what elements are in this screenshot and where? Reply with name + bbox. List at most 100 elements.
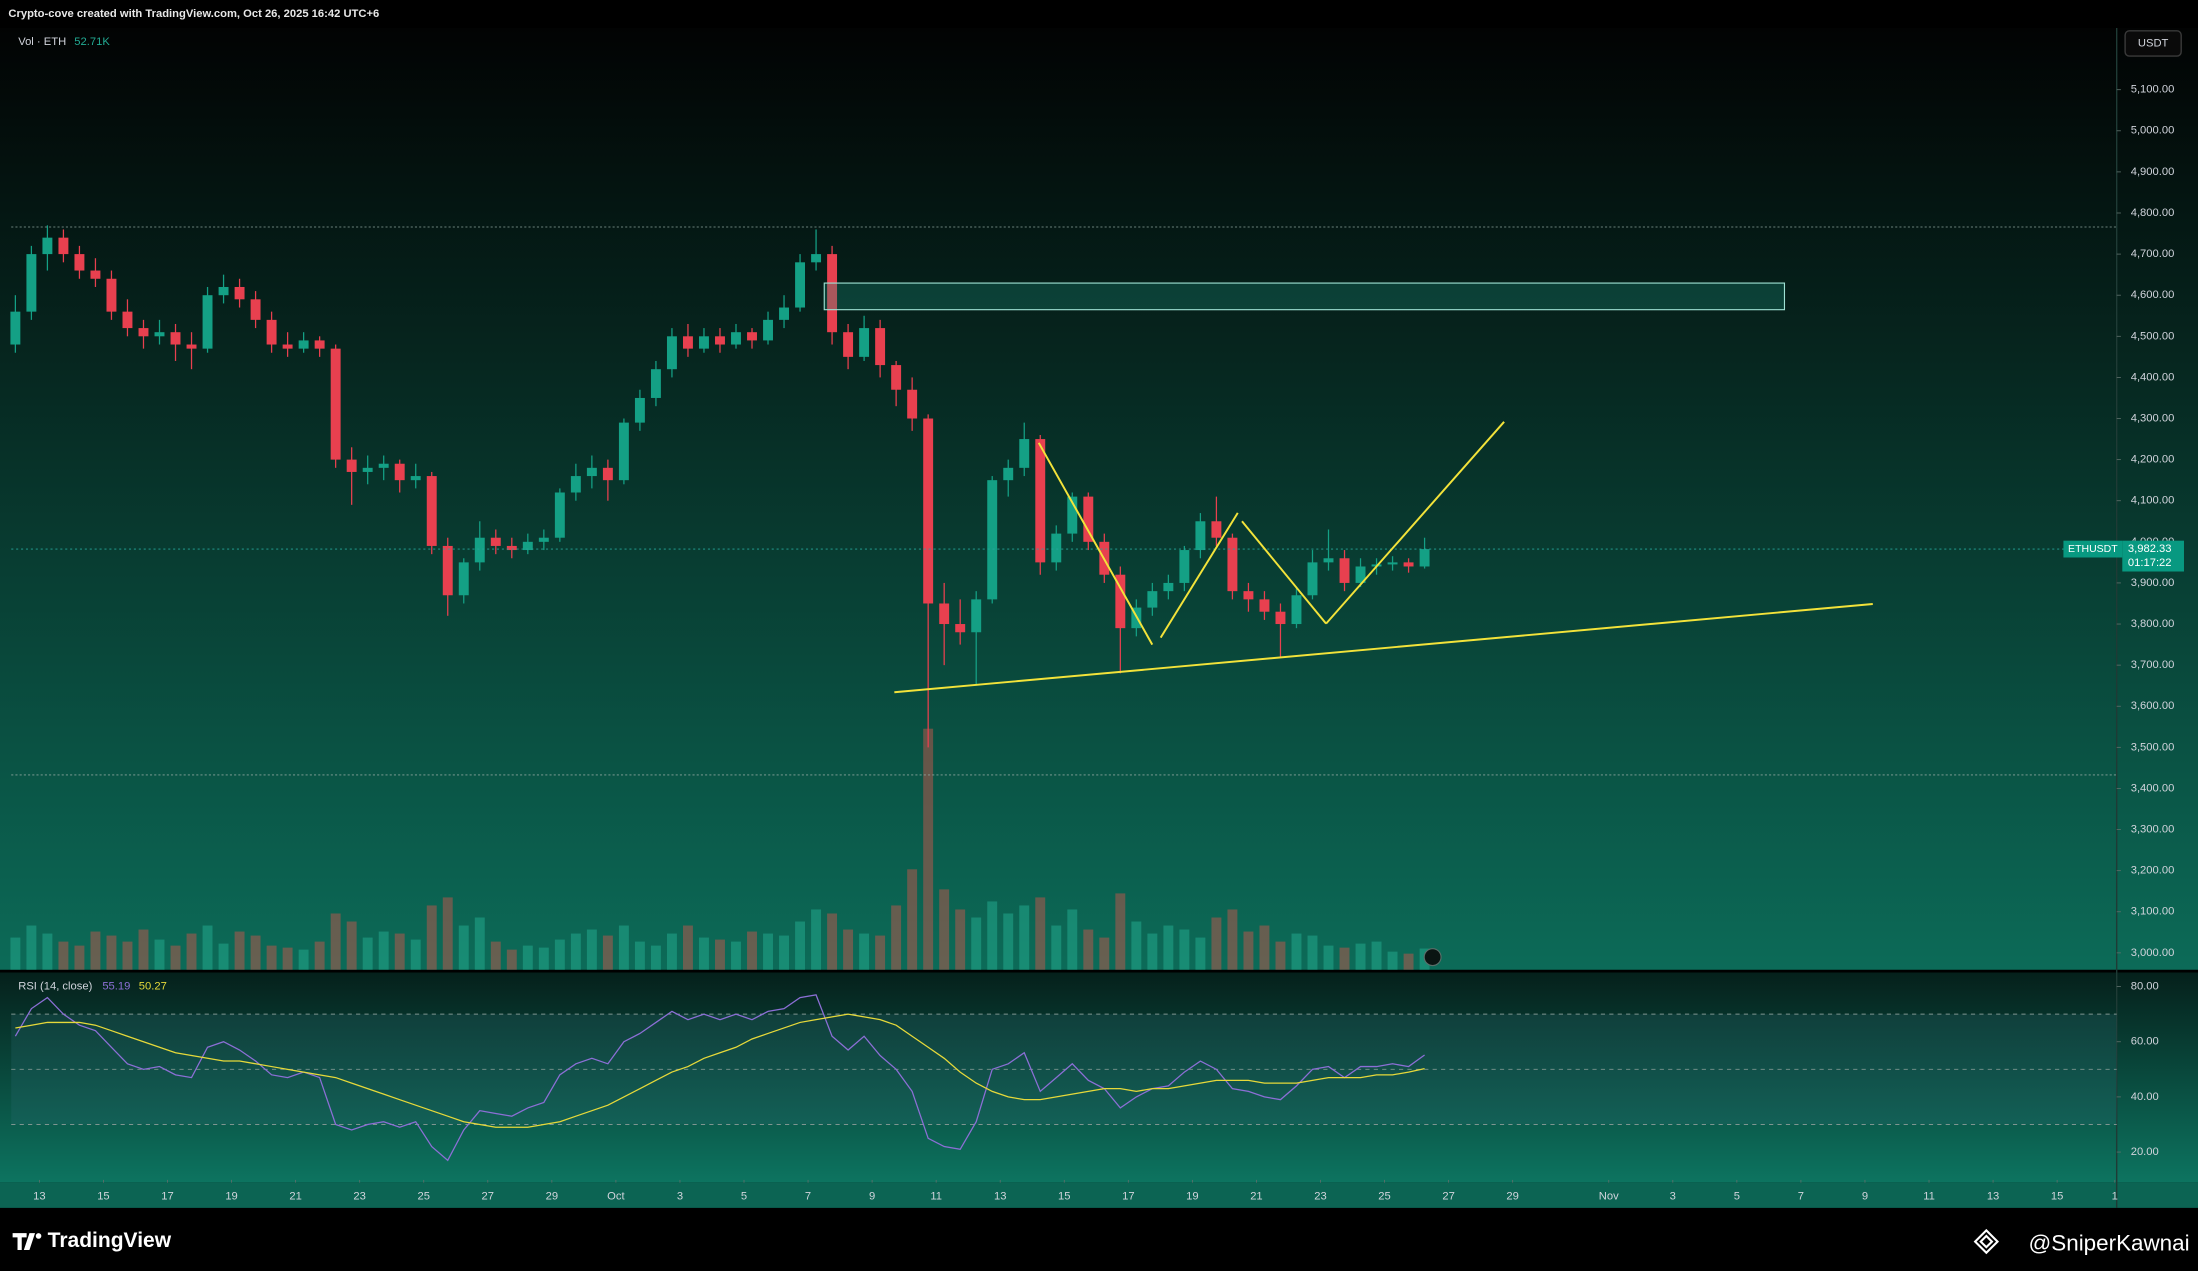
candle-body — [1051, 533, 1062, 563]
header: Crypto-cove created with TradingView.com… — [8, 8, 379, 20]
currency[interactable]: USDT — [2138, 37, 2169, 49]
symbol-tag — [2063, 540, 2123, 558]
trend-line — [894, 602, 1873, 694]
candle-body — [843, 332, 854, 357]
volume-bar — [650, 945, 661, 970]
volume-bar — [474, 917, 485, 970]
candle-body — [586, 467, 597, 477]
volume-bar — [971, 917, 982, 970]
volume-bar — [298, 949, 309, 970]
candle-body — [1019, 439, 1030, 468]
volume-bar — [1275, 941, 1286, 970]
candle-body — [907, 389, 918, 419]
x-tick-label: 13 — [994, 1191, 1006, 1203]
volume-bar — [282, 947, 293, 970]
y-tick-label: 4,400.00 — [2131, 371, 2175, 383]
volume-bar — [1019, 905, 1030, 970]
y-tick-label: 3,000.00 — [2131, 947, 2175, 959]
volume-bar — [763, 933, 773, 970]
candle-body — [282, 344, 293, 349]
candle-body — [138, 328, 149, 337]
candle-body — [1083, 496, 1094, 542]
rsi-label: RSI (14, close) — [18, 981, 92, 993]
candle-body — [650, 369, 661, 398]
y-tick-label: 3,100.00 — [2131, 906, 2175, 918]
volume-bar — [715, 939, 725, 970]
volume-bar — [458, 925, 469, 970]
candle-body — [923, 418, 934, 604]
volume-bar — [154, 939, 165, 970]
brand-logo — [12, 1233, 36, 1250]
candle-body — [378, 463, 389, 468]
candle-body — [26, 254, 37, 312]
volume-bar — [362, 937, 373, 970]
candle-body — [666, 336, 677, 370]
volume-bar — [1243, 931, 1254, 970]
volume-bar — [74, 945, 85, 970]
candle-body — [1403, 562, 1414, 567]
rsi-ma-line — [15, 1013, 1425, 1128]
volume-bar — [1003, 913, 1014, 970]
candle-body — [715, 336, 725, 345]
x-tick-label: 17 — [1122, 1191, 1134, 1203]
x-tick-label: 1 — [2112, 1191, 2118, 1203]
rsi-tick-label: 80.00 — [2131, 981, 2159, 993]
x-tick-label: Nov — [1599, 1191, 1619, 1203]
candle-body — [602, 467, 613, 481]
volume-bar — [90, 931, 101, 970]
y-tick-label: 4,700.00 — [2131, 248, 2175, 260]
volume-bar — [827, 913, 838, 970]
volume-bar — [1211, 917, 1222, 970]
y-tick-label: 4,200.00 — [2131, 454, 2175, 466]
candle-body — [74, 254, 85, 271]
volume-bar — [218, 943, 229, 970]
volume-bar — [811, 909, 822, 970]
candle-body — [987, 480, 998, 600]
volume-bar — [394, 933, 405, 970]
candle-body — [426, 476, 437, 546]
candle-body — [1259, 599, 1270, 612]
candle-body — [554, 492, 565, 538]
pattern-line — [1159, 512, 1239, 639]
candle-body — [618, 422, 629, 481]
candle-body — [682, 336, 693, 349]
volume-bar — [538, 947, 549, 970]
pattern-line — [1325, 421, 1505, 625]
volume-bar — [554, 939, 565, 970]
candle-body — [506, 545, 517, 551]
x-tick-label: 25 — [1378, 1191, 1390, 1203]
candle-body — [314, 340, 325, 349]
currency-button[interactable] — [2124, 30, 2182, 57]
candle-body — [346, 459, 357, 472]
y-tick-label: 3,500.00 — [2131, 741, 2175, 753]
x-tick-label: 11 — [1923, 1191, 1935, 1203]
x-tick-label: 27 — [482, 1191, 494, 1203]
volume-bar — [1179, 929, 1190, 970]
countdown: 01:17:22 — [2128, 557, 2172, 569]
candle-body — [731, 332, 741, 345]
x-tick-label: 7 — [805, 1191, 811, 1203]
candle-body — [1339, 558, 1350, 583]
candle-body — [1387, 562, 1398, 565]
candle-body — [42, 237, 53, 255]
x-tick-label: 29 — [546, 1191, 558, 1203]
rsi-tick-label: 60.00 — [2131, 1036, 2159, 1048]
volume-bar — [1355, 943, 1366, 970]
x-tick-label: 21 — [289, 1191, 301, 1203]
candle-body — [1003, 467, 1014, 481]
volume-last: 52.71K — [74, 36, 110, 48]
supply-zone — [823, 282, 1786, 311]
y-tick-label: 4,300.00 — [2131, 412, 2175, 424]
x-tick-label: 7 — [1798, 1191, 1804, 1203]
y-tick-label: 4,100.00 — [2131, 495, 2175, 507]
volume-bar — [1403, 953, 1414, 970]
volume-bar — [202, 925, 213, 970]
candle-body — [90, 270, 101, 279]
x-tick-label: 13 — [33, 1191, 45, 1203]
event-icon[interactable] — [1423, 948, 1442, 967]
y-tick-label: 3,400.00 — [2131, 782, 2175, 794]
candle-body — [458, 562, 469, 596]
rsi-tick-label: 40.00 — [2131, 1091, 2159, 1103]
y-tick-label: 4,500.00 — [2131, 330, 2175, 342]
candle-body — [1291, 595, 1302, 625]
